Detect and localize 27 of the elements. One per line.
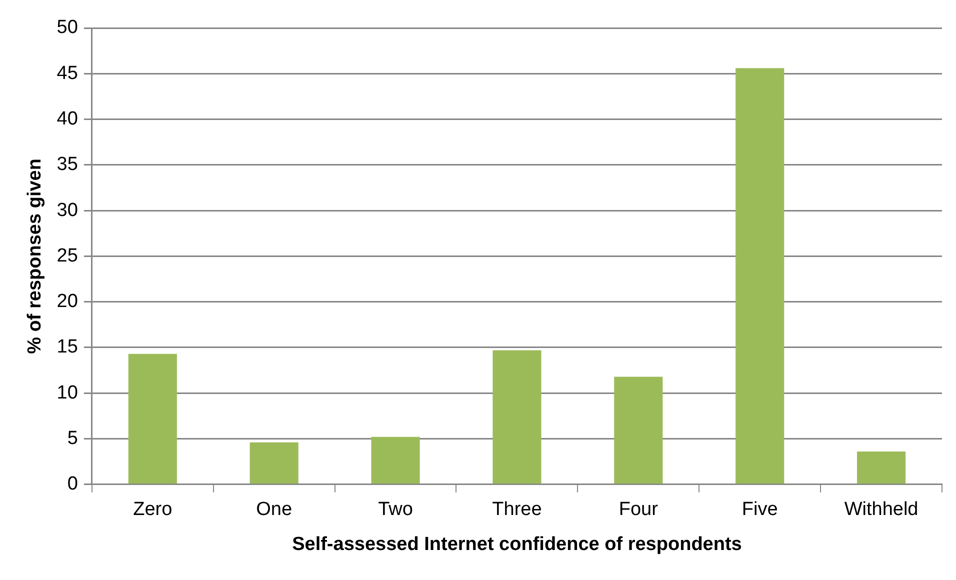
x-tick-label: Withheld	[844, 499, 918, 520]
y-tick-label: 0	[67, 474, 78, 495]
y-tick-label: 35	[56, 154, 78, 176]
x-axis-title: Self-assessed Internet confidence of respondents	[292, 534, 742, 555]
y-tick-label: 5	[67, 428, 78, 449]
x-tick-label: Zero	[133, 499, 172, 520]
bar	[614, 376, 663, 484]
x-tick-label: Four	[618, 499, 659, 520]
bar	[250, 442, 298, 484]
x-tick-label: Five	[742, 499, 778, 520]
x-tick-label: One	[256, 499, 292, 520]
y-tick-label: 10	[56, 382, 78, 404]
y-tick-label: 15	[56, 336, 78, 358]
y-tick-label: 40	[56, 108, 78, 130]
bar	[736, 68, 784, 484]
y-tick-label: 30	[56, 200, 78, 221]
y-tick-label: 25	[56, 245, 78, 266]
x-tick-label: Three	[492, 499, 542, 520]
bar	[856, 452, 906, 484]
y-tick-label: 50	[56, 17, 78, 38]
y-tick-label: 45	[56, 62, 78, 84]
x-tick-label: Two	[378, 499, 413, 520]
bar	[371, 436, 420, 484]
y-axis-title: % of responses given	[24, 158, 46, 354]
bar	[128, 354, 177, 484]
bar	[492, 350, 542, 484]
y-tick-label: 20	[56, 291, 78, 312]
